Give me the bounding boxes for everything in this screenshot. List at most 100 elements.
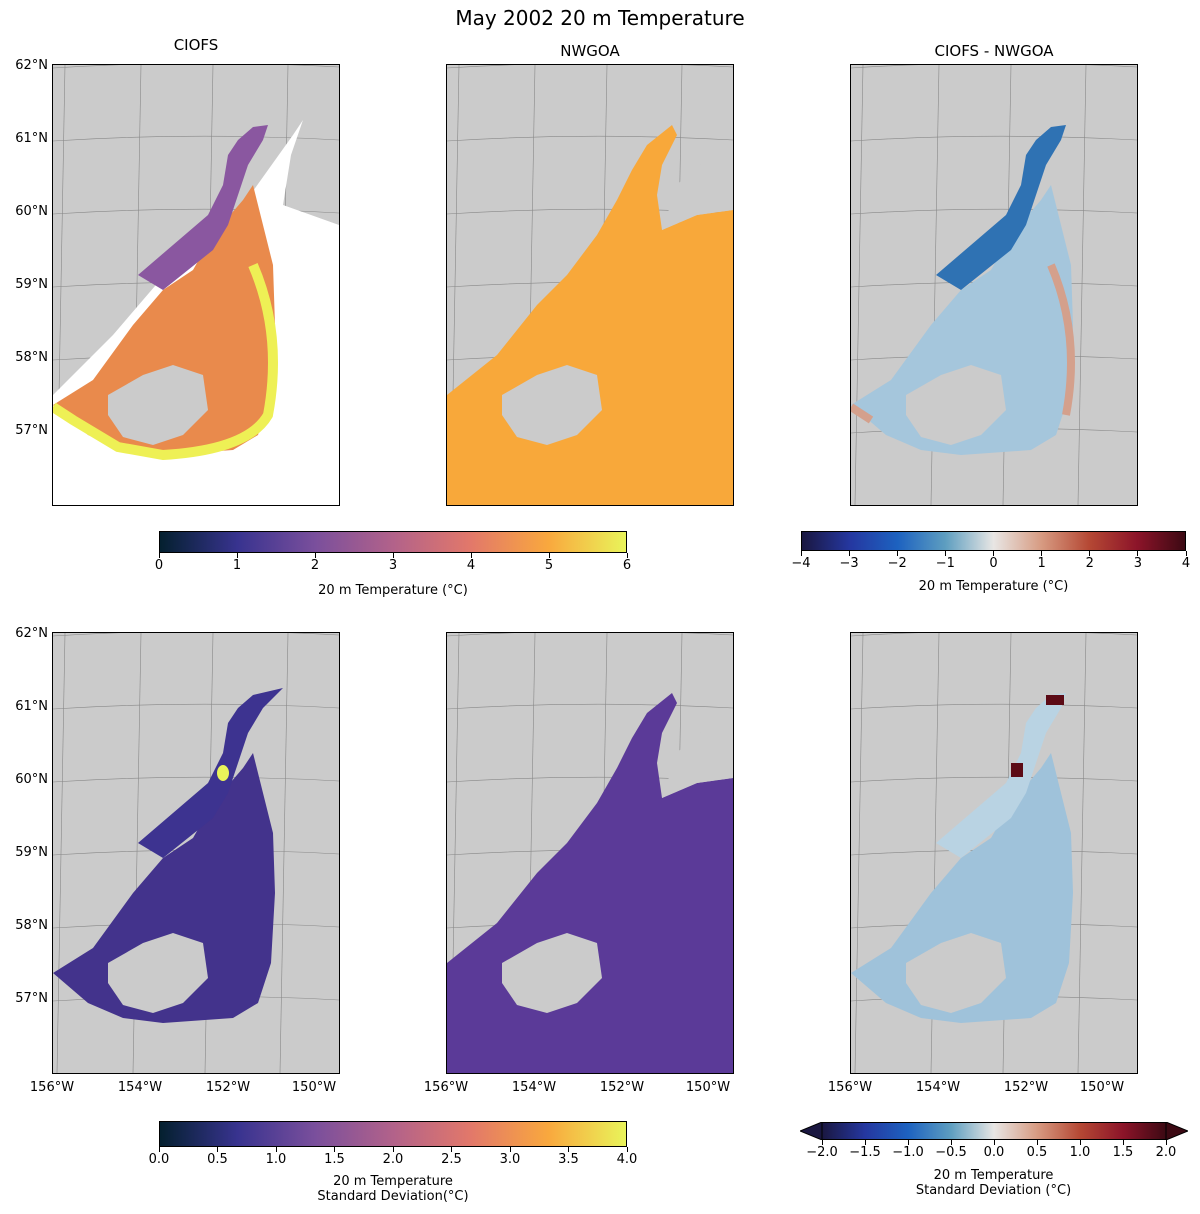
lon-label: 152°W — [205, 1080, 251, 1095]
map-nwgoa-std — [446, 632, 734, 1074]
map-ciofs-temperature — [52, 64, 340, 506]
lon-label: 152°W — [1003, 1080, 1049, 1095]
colorbar-tick-label: 1.0 — [265, 1152, 287, 1167]
colorbar-tick-label: 1.5 — [324, 1152, 345, 1167]
colorbar-tick-label: −0.5 — [935, 1145, 967, 1160]
colorbar-temperature-label: 20 m Temperature (°C) — [318, 583, 468, 598]
colorbar-tick — [1165, 1140, 1167, 1145]
lon-label: 150°W — [1079, 1080, 1125, 1095]
colorbar-std-difference-label-line2: Standard Deviation (°C) — [915, 1183, 1072, 1198]
graticule-parallel — [447, 135, 733, 142]
colorbar-tick-label: 3.5 — [558, 1152, 579, 1167]
colorbar-tick-label: −4 — [791, 556, 811, 571]
lon-label: 152°W — [599, 1080, 645, 1095]
graticule-parallel — [851, 633, 1137, 637]
graticule-meridian — [854, 65, 864, 505]
colorbar-tick — [821, 1140, 823, 1145]
colorbar-tick-label: 4.0 — [616, 1152, 638, 1167]
colorbar-tick — [1036, 1140, 1038, 1145]
lat-label: 62°N — [15, 58, 48, 73]
lon-label: 156°W — [827, 1080, 873, 1095]
colorbar-std-difference-ticks: −2.0 −1.5 −1.0 −0.5 0.0 0.5 1.0 1.5 2.0 — [806, 1140, 1176, 1160]
colorbar-tick-label: −2.0 — [806, 1145, 838, 1160]
colorbar-temperature-difference — [801, 531, 1186, 551]
graticule-parallel — [53, 65, 339, 69]
graticule-meridian — [854, 633, 864, 1073]
colorbar-std-label-line2: Standard Deviation(°C) — [317, 1189, 469, 1204]
colorbar-std-label: 20 m Temperature Standard Deviation(°C) — [159, 1174, 627, 1204]
colorbar-tick-label: −1.5 — [849, 1145, 881, 1160]
colorbar-tick — [626, 1147, 628, 1152]
lat-label: 60°N — [15, 204, 48, 219]
lat-label: 62°N — [15, 626, 48, 641]
lat-label: 59°N — [15, 845, 48, 860]
colorbar-tick — [470, 553, 472, 558]
colorbar-tick-label: −1 — [935, 556, 955, 571]
colorbar-tick — [314, 553, 316, 558]
graticule-parallel — [851, 135, 1137, 142]
figure-title: May 2002 20 m Temperature — [455, 6, 745, 30]
graticule-parallel — [447, 65, 733, 69]
colorbar-tick-label: 4 — [1181, 556, 1191, 571]
map-temperature-difference — [850, 64, 1138, 506]
colorbar-tick — [1185, 551, 1187, 556]
lon-label: 154°W — [117, 1080, 163, 1095]
colorbar-tick-label: 4 — [466, 558, 476, 573]
map-nwgoa-std-svg — [447, 633, 733, 1073]
lon-label: 154°W — [511, 1080, 557, 1095]
lat-label: 61°N — [15, 699, 48, 714]
colorbar-temperature-difference-label: 20 m Temperature (°C) — [918, 579, 1069, 594]
colorbar-tick — [1137, 551, 1139, 556]
colorbar-tick — [993, 1140, 995, 1145]
graticule-parallel — [53, 208, 339, 215]
colorbar-tick-label: 6 — [622, 558, 632, 573]
colorbar-std-difference-label: 20 m Temperature Standard Deviation (°C) — [801, 1168, 1186, 1198]
lat-label: 61°N — [15, 131, 48, 146]
colorbar-tick-label: 1 — [232, 558, 242, 573]
colorbar-tick-label: −2 — [887, 556, 907, 571]
colorbar-tick — [509, 1147, 511, 1152]
graticule-parallel — [851, 208, 1137, 215]
colorbar-tick-label: −3 — [839, 556, 859, 571]
colorbar-std-ticks: 0.0 0.5 1.0 1.5 2.0 2.5 3.0 3.5 4.0 — [149, 1147, 637, 1167]
colorbar-tick — [1122, 1140, 1124, 1145]
colorbar-tick — [944, 551, 946, 556]
colorbar-tick-label: 1 — [1037, 556, 1046, 571]
colorbar-tick-label: 0.5 — [1026, 1145, 1048, 1160]
graticule-meridian — [1077, 65, 1087, 505]
lon-label: 156°W — [423, 1080, 469, 1095]
colorbar-std-difference — [798, 1121, 1190, 1141]
map-ciofs-temperature-svg — [53, 65, 339, 505]
colorbar-tick — [392, 553, 394, 558]
colorbar-tick-label: −1.0 — [892, 1145, 924, 1160]
colorbar-tick-label: 2.0 — [1155, 1145, 1177, 1160]
lat-label: 57°N — [15, 423, 48, 438]
colorbar-tick — [158, 553, 160, 558]
graticule-meridian — [56, 633, 66, 1073]
graticule-parallel — [851, 65, 1137, 69]
colorbar-tick — [334, 1147, 335, 1152]
map-ciofs-std-svg — [53, 633, 339, 1073]
lat-label: 58°N — [15, 918, 48, 933]
colorbar-std-label-line1: 20 m Temperature — [333, 1174, 453, 1189]
lat-label: 57°N — [15, 991, 48, 1006]
colorbar-tick-label: 0.0 — [148, 1152, 170, 1167]
colorbar-tick-label: 5 — [544, 558, 554, 573]
colorbar-tick-label: 3 — [388, 558, 398, 573]
colorbar-tick-label: 0.5 — [207, 1152, 228, 1167]
colorbar-tick — [158, 1147, 160, 1152]
graticule-meridian — [279, 633, 289, 1073]
colorbar-std-difference-svg — [798, 1121, 1190, 1141]
colorbar-extend-low — [798, 1121, 823, 1141]
graticule-parallel — [53, 135, 339, 142]
colorbar-temperature — [159, 531, 627, 553]
colorbar-tick-label: 1.0 — [1069, 1145, 1091, 1160]
colorbar-tick — [275, 1147, 277, 1152]
lat-label: 59°N — [15, 277, 48, 292]
colorbar-temperature-difference-ticks: −4 −3 −2 −1 0 1 2 3 4 — [791, 551, 1190, 571]
colorbar-tick-label: 0 — [154, 558, 164, 573]
colorbar-tick-label: 0.0 — [983, 1145, 1005, 1160]
colorbar-tick — [626, 553, 628, 558]
lat-label: 60°N — [15, 772, 48, 787]
colorbar-std — [159, 1121, 627, 1147]
